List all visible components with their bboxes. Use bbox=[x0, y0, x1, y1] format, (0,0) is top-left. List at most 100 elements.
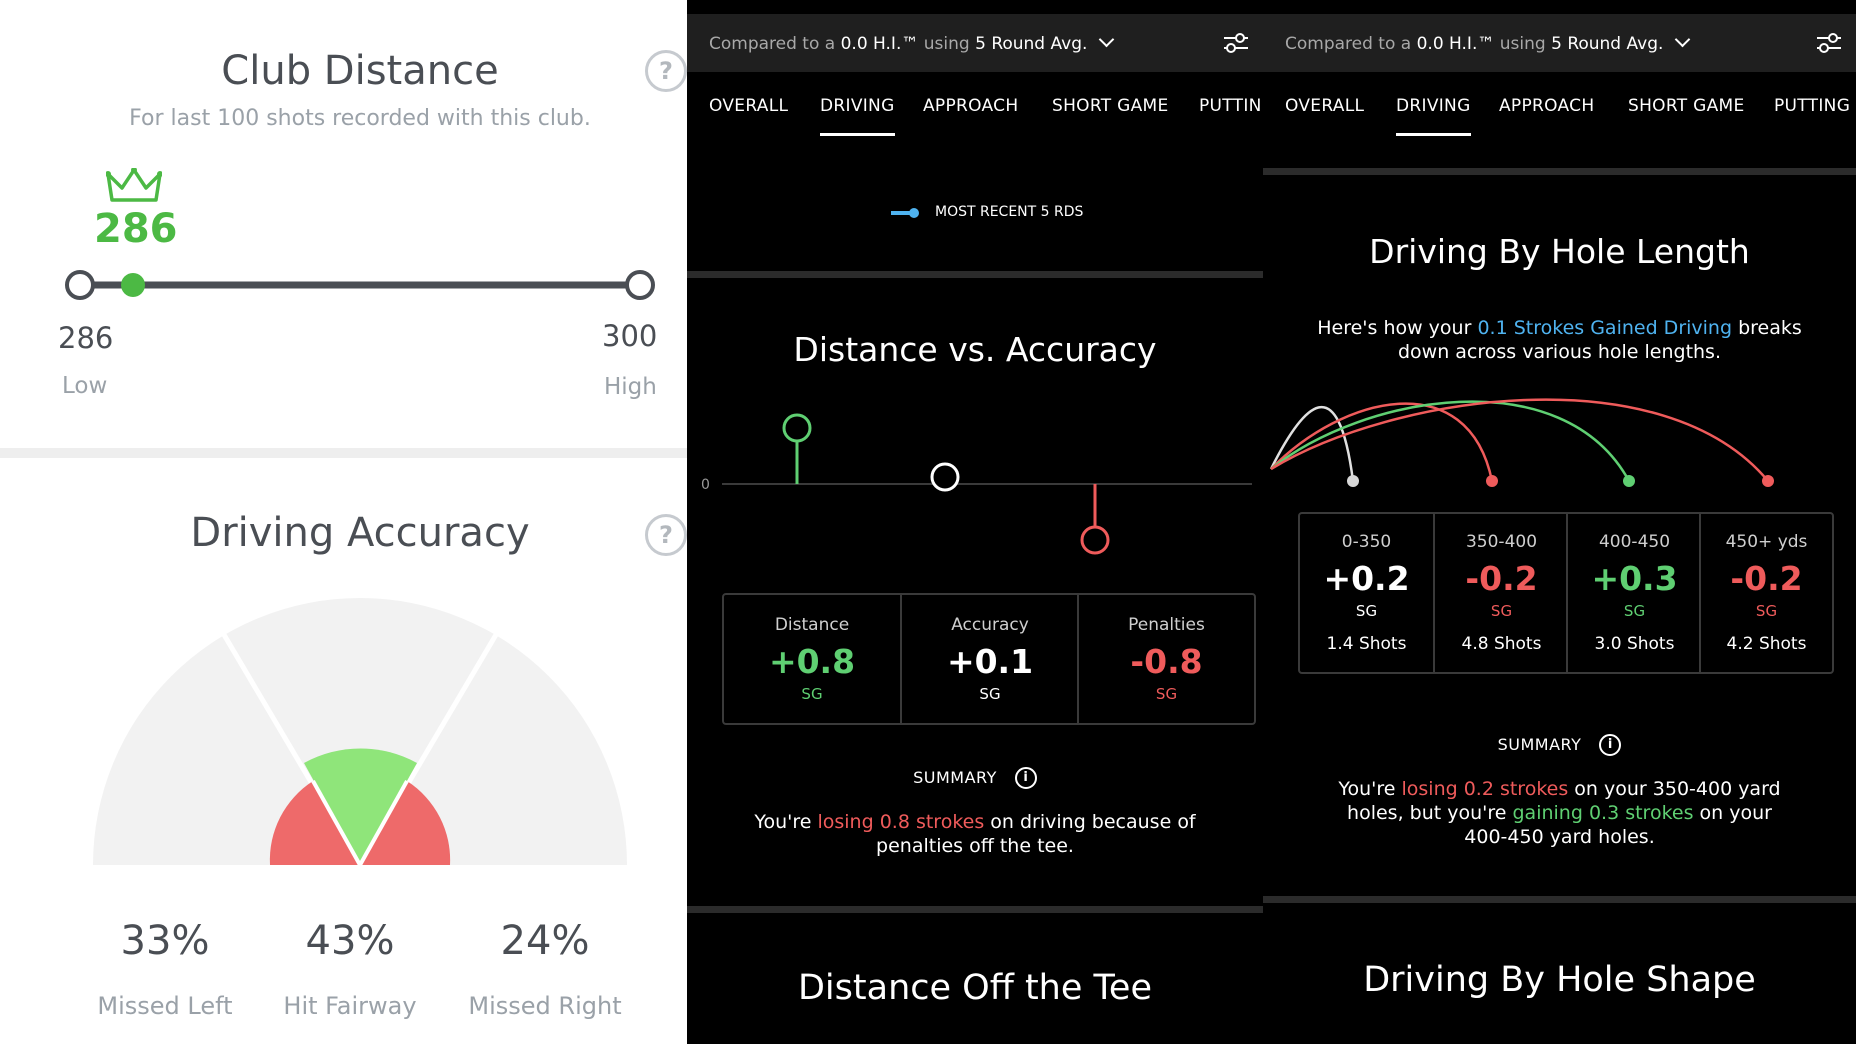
hit-fairway-wedge bbox=[304, 748, 417, 865]
using-value: 5 Round Avg. bbox=[975, 34, 1088, 54]
cell-unit: SG bbox=[801, 685, 823, 703]
summary-part: on your 400-450 yard holes. bbox=[1464, 802, 1772, 848]
tab-approach[interactable]: APPROACH bbox=[1499, 96, 1595, 116]
summary-text: You're losing 0.2 strokes on your 350-40… bbox=[1328, 777, 1791, 849]
crown-icon bbox=[106, 168, 162, 202]
cell-unit: SG bbox=[1623, 602, 1646, 620]
cell-unit: SG bbox=[1490, 602, 1513, 620]
missed-left-label: Missed Left bbox=[97, 992, 233, 1020]
accuracy-gauge bbox=[93, 598, 627, 867]
missed-left-wedge bbox=[269, 781, 360, 865]
tab-putting[interactable]: PUTTING bbox=[1774, 96, 1851, 116]
summary-highlight-gaining: gaining 0.3 strokes bbox=[1512, 802, 1694, 824]
tab-putting[interactable]: PUTTIN bbox=[1199, 96, 1262, 116]
tab-driving-label: DRIVING bbox=[1396, 96, 1471, 116]
missed-right-percent: 24% bbox=[500, 918, 590, 964]
hole-length-cell: 450+ yds -0.2 SG 4.2 Shots bbox=[1699, 514, 1832, 672]
hole-length-intro: Here's how your 0.1 Strokes Gained Drivi… bbox=[1293, 316, 1826, 364]
tab-short-game[interactable]: SHORT GAME bbox=[1628, 96, 1745, 116]
intro-highlight: 0.1 Strokes Gained Driving bbox=[1477, 317, 1733, 339]
current-distance-value: 286 bbox=[94, 206, 178, 252]
low-handle bbox=[65, 270, 95, 300]
club-stats-panel: Club Distance ? For last 100 shots recor… bbox=[0, 0, 687, 1044]
comparison-text[interactable]: Compared to a 0.0 H.I.™ using 5 Round Av… bbox=[1285, 31, 1691, 54]
summary-part: You're bbox=[1338, 778, 1396, 800]
club-distance-help-icon[interactable]: ? bbox=[645, 50, 687, 92]
gauge-background bbox=[93, 598, 627, 865]
high-value: 300 bbox=[602, 319, 658, 353]
tab-approach[interactable]: APPROACH bbox=[923, 96, 1019, 116]
sg-cell-penalties: Penalties -0.8 SG bbox=[1077, 595, 1254, 723]
distance-range-slider bbox=[65, 270, 655, 300]
arc-450-plus bbox=[1270, 398, 1769, 482]
low-value: 286 bbox=[58, 321, 114, 355]
summary-highlight-losing: losing 0.2 strokes bbox=[1401, 778, 1569, 800]
compared-value: 0.0 H.I.™ bbox=[840, 34, 919, 54]
comparison-header[interactable]: Compared to a 0.0 H.I.™ using 5 Round Av… bbox=[687, 14, 1263, 72]
compared-value: 0.0 H.I.™ bbox=[1416, 34, 1495, 54]
summary-label: SUMMARY bbox=[1497, 735, 1582, 754]
filter-icon[interactable] bbox=[1816, 32, 1842, 54]
using-prefix: using bbox=[923, 34, 970, 54]
club-distance-subtitle: For last 100 shots recorded with this cl… bbox=[129, 106, 591, 131]
cell-shots: 4.8 Shots bbox=[1461, 634, 1542, 654]
landing-dot-350-400 bbox=[1486, 475, 1498, 487]
low-label: Low bbox=[62, 373, 108, 399]
using-prefix: using bbox=[1499, 34, 1546, 54]
chevron-down-icon[interactable] bbox=[1674, 31, 1691, 48]
section-divider bbox=[0, 448, 687, 458]
lollipop-point-penalties bbox=[1080, 525, 1110, 555]
cell-value: -0.2 bbox=[1730, 559, 1803, 598]
cell-label: Penalties bbox=[1128, 615, 1205, 635]
landing-dot-0-350 bbox=[1347, 475, 1359, 487]
section-divider bbox=[687, 271, 1263, 278]
driving-accuracy-help-icon[interactable]: ? bbox=[645, 514, 687, 556]
driving-overview-panel: Compared to a 0.0 H.I.™ using 5 Round Av… bbox=[687, 0, 1263, 1044]
info-icon[interactable]: i bbox=[1599, 734, 1622, 756]
summary-text: You're losing 0.8 strokes on driving bec… bbox=[737, 810, 1213, 858]
sg-cell-distance: Distance +0.8 SG bbox=[724, 595, 900, 723]
club-distance-title: Club Distance bbox=[221, 48, 499, 94]
tab-overall[interactable]: OVERALL bbox=[1285, 96, 1365, 116]
stats-tabs: OVERALL DRIVING APPROACH SHORT GAME PUTT… bbox=[1263, 72, 1856, 168]
legend-label: MOST RECENT 5 RDS bbox=[935, 204, 1084, 220]
cell-label: 350-400 bbox=[1465, 532, 1538, 552]
arc-400-450 bbox=[1270, 400, 1631, 482]
legend-line-icon bbox=[891, 208, 919, 218]
driving-accuracy-title: Driving Accuracy bbox=[190, 510, 530, 556]
cell-value: -0.8 bbox=[1130, 642, 1203, 681]
missed-left-percent: 33% bbox=[120, 918, 210, 964]
hole-length-cell: 0-350 +0.2 SG 1.4 Shots bbox=[1300, 514, 1433, 672]
cell-value: +0.8 bbox=[768, 642, 856, 681]
summary-label: SUMMARY bbox=[913, 768, 997, 787]
compared-prefix: Compared to a bbox=[709, 34, 836, 54]
high-handle bbox=[625, 270, 655, 300]
hole-length-table: 0-350 +0.2 SG 1.4 Shots 350-400 -0.2 SG … bbox=[1298, 512, 1834, 674]
tab-short-game[interactable]: SHORT GAME bbox=[1052, 96, 1169, 116]
sg-cell-accuracy: Accuracy +0.1 SG bbox=[900, 595, 1078, 723]
cell-value: +0.3 bbox=[1591, 559, 1678, 598]
comparison-header[interactable]: Compared to a 0.0 H.I.™ using 5 Round Av… bbox=[1263, 14, 1856, 72]
cell-unit: SG bbox=[979, 685, 1001, 703]
drive-arcs-chart bbox=[1269, 398, 1774, 487]
summary-post: on driving because of penalties off the … bbox=[876, 811, 1196, 857]
summary-pre: You're bbox=[754, 811, 812, 833]
tab-driving[interactable]: DRIVING bbox=[1396, 96, 1471, 136]
comparison-text[interactable]: Compared to a 0.0 H.I.™ using 5 Round Av… bbox=[709, 31, 1115, 54]
info-icon[interactable]: i bbox=[1014, 767, 1037, 789]
hit-fairway-percent: 43% bbox=[305, 918, 395, 964]
active-tab-underline bbox=[820, 133, 895, 136]
intro-pre: Here's how your bbox=[1317, 317, 1472, 339]
chevron-down-icon[interactable] bbox=[1098, 31, 1115, 48]
missed-right-wedge bbox=[360, 781, 451, 865]
cell-shots: 3.0 Shots bbox=[1594, 634, 1675, 654]
zero-tick-label: 0 bbox=[701, 477, 710, 493]
filter-icon[interactable] bbox=[1223, 32, 1249, 54]
tab-overall[interactable]: OVERALL bbox=[709, 96, 789, 116]
missed-right-label: Missed Right bbox=[468, 992, 622, 1020]
tab-driving-label: DRIVING bbox=[820, 96, 895, 116]
tab-driving[interactable]: DRIVING bbox=[820, 96, 895, 136]
hole-length-title: Driving By Hole Length bbox=[1369, 232, 1750, 271]
cell-label: 0-350 bbox=[1341, 532, 1392, 552]
stats-tabs: OVERALL DRIVING APPROACH SHORT GAME PUTT… bbox=[687, 72, 1263, 168]
